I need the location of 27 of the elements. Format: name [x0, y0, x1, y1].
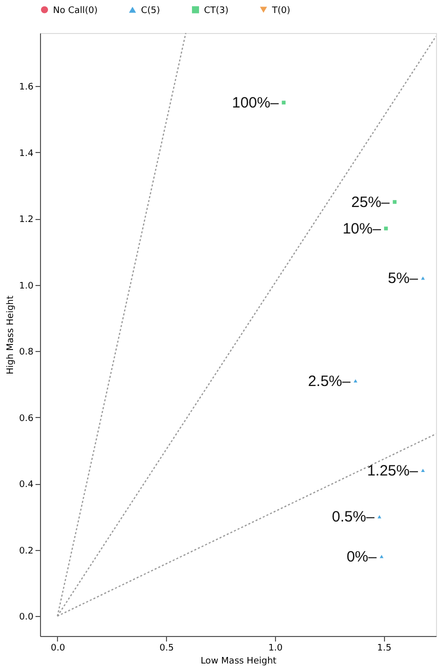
y-tick-label: 0.4	[19, 480, 34, 490]
x-tick-label: 1.5	[377, 644, 392, 654]
legend-label: C(5)	[141, 6, 160, 16]
x-axis-title: Low Mass Height	[200, 656, 277, 666]
legend-label: No Call(0)	[53, 6, 98, 16]
y-tick-label: 0.0	[19, 612, 34, 623]
y-tick-label: 1.0	[19, 281, 34, 292]
y-axis-title: High Mass Height	[6, 295, 16, 374]
annotation: 1.25%–	[367, 462, 419, 480]
annotation: 5%–	[388, 270, 419, 288]
annotation: 25%–	[351, 194, 390, 211]
legend-label: CT(3)	[204, 6, 229, 16]
x-tick-label: 0.5	[160, 644, 174, 654]
y-tick-label: 1.6	[19, 82, 34, 93]
y-tick-label: 1.4	[19, 148, 34, 159]
x-tick-label: 1.0	[268, 644, 283, 654]
y-tick-label: 1.2	[19, 215, 34, 226]
annotation: 0%–	[346, 548, 378, 566]
annotation: 2.5%–	[308, 372, 352, 390]
annotation: 100%–	[232, 94, 280, 112]
y-tick-label: 0.6	[19, 414, 34, 424]
y-tick-label: 0.8	[19, 348, 34, 358]
y-tick-label: 0.2	[19, 546, 34, 556]
annotation: 10%–	[342, 220, 382, 238]
legend-label: T(0)	[271, 6, 290, 16]
annotation: 0.5%–	[332, 508, 376, 526]
x-tick-label: 0.0	[50, 644, 66, 654]
